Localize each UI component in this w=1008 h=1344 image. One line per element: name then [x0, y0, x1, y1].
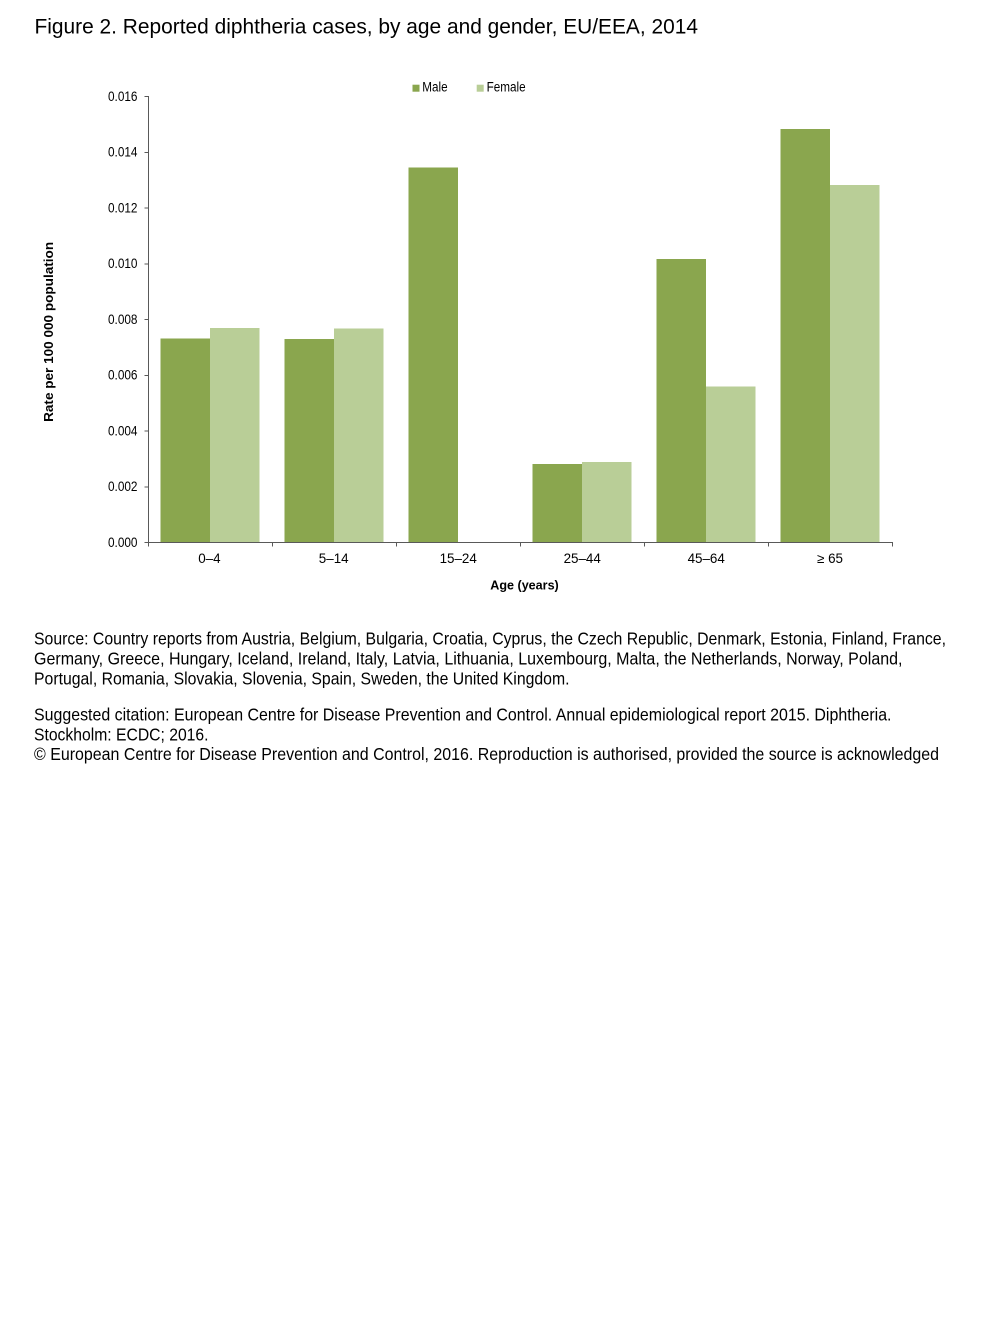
svg-text:15–24: 15–24: [440, 551, 478, 566]
svg-text:0.014: 0.014: [108, 145, 138, 160]
svg-text:Rate per 100 000 population: Rate per 100 000 population: [41, 242, 56, 422]
svg-text:45–64: 45–64: [688, 551, 726, 566]
svg-text:Stockholm: ECDC; 2016.: Stockholm: ECDC; 2016.: [34, 725, 209, 745]
svg-text:≥ 65: ≥ 65: [817, 551, 843, 566]
svg-text:© European Centre for Disease: © European Centre for Disease Prevention…: [34, 744, 939, 764]
svg-text:0.000: 0.000: [108, 535, 138, 550]
svg-text:5–14: 5–14: [319, 551, 349, 566]
svg-text:25–44: 25–44: [564, 551, 602, 566]
svg-text:Germany, Greece, Hungary, Icel: Germany, Greece, Hungary, Iceland, Irela…: [34, 648, 903, 668]
svg-text:0.012: 0.012: [108, 200, 138, 215]
svg-text:Portugal, Romania, Slovakia, S: Portugal, Romania, Slovakia, Slovenia, S…: [34, 669, 570, 689]
svg-text:Suggested citation: European C: Suggested citation: European Centre for …: [34, 704, 892, 724]
svg-text:0–4: 0–4: [198, 551, 221, 566]
svg-text:0.002: 0.002: [108, 479, 138, 494]
svg-text:Figure 2. Reported diphtheria: Figure 2. Reported diphtheria cases, by …: [35, 16, 699, 39]
svg-text:Female: Female: [487, 80, 526, 95]
svg-text:Source: Country reports from A: Source: Country reports from Austria, Be…: [34, 629, 946, 649]
svg-text:Male: Male: [422, 80, 447, 95]
svg-text:0.008: 0.008: [108, 312, 138, 327]
svg-text:0.006: 0.006: [108, 368, 138, 383]
svg-text:Age (years): Age (years): [490, 578, 559, 593]
svg-text:0.016: 0.016: [108, 89, 138, 104]
svg-text:0.010: 0.010: [108, 256, 138, 271]
svg-text:0.004: 0.004: [108, 423, 138, 438]
